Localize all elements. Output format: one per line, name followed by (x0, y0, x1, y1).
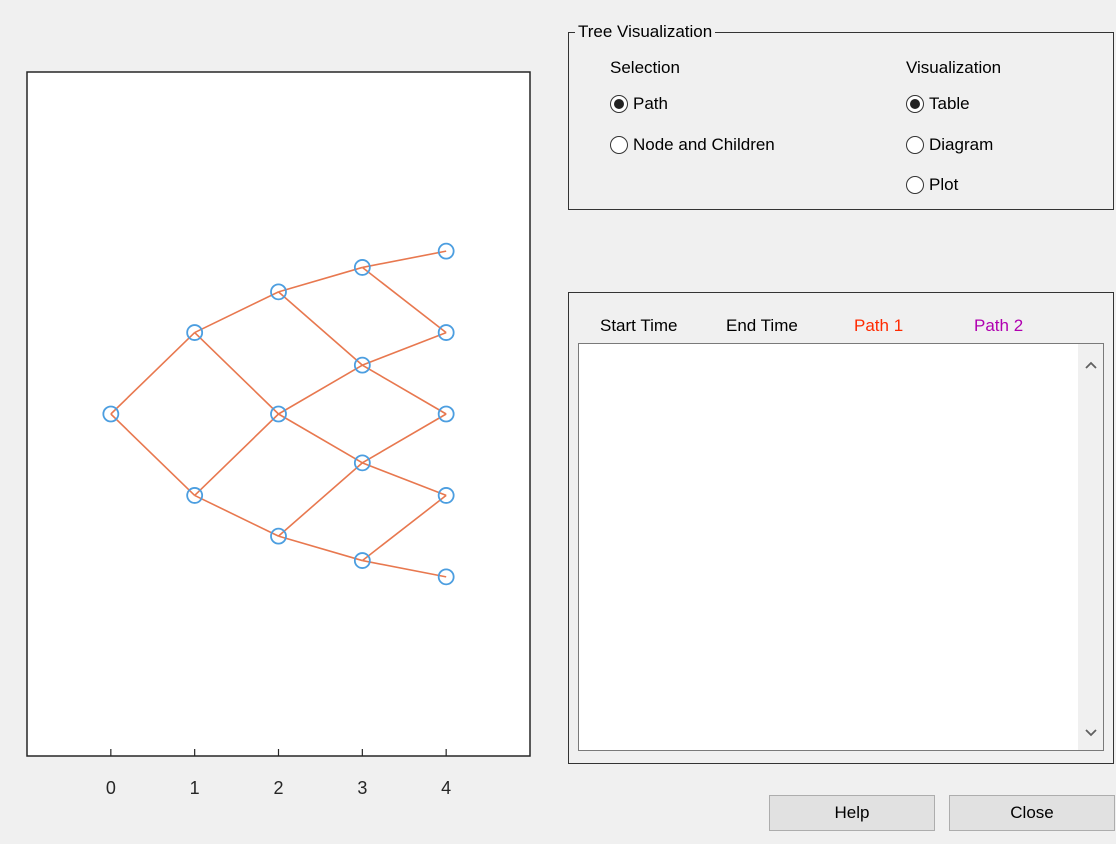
tree-visualization-panel: Tree Visualization Selection Path Node a… (568, 21, 1114, 210)
selection-label: Selection (610, 58, 680, 77)
radio-unselected-icon (610, 136, 628, 154)
tree-node[interactable] (353, 552, 371, 569)
tree-node[interactable] (270, 527, 287, 545)
tree-edge (194, 494, 279, 537)
x-tick-label: 1 (190, 778, 200, 798)
x-tick-label: 0 (106, 778, 116, 798)
scroll-down-icon[interactable] (1078, 722, 1103, 744)
tree-edge (277, 462, 363, 537)
tree-edge (278, 413, 363, 464)
tree-edges (110, 250, 447, 578)
x-tick-label: 2 (273, 778, 283, 798)
x-tick-label: 4 (441, 778, 451, 798)
tree-edge (278, 535, 363, 562)
help-button[interactable]: Help (769, 795, 935, 831)
tree-node[interactable] (186, 324, 204, 341)
radio-visualization-table[interactable]: Table (906, 93, 970, 115)
radio-label: Plot (929, 175, 959, 194)
panel-title: Tree Visualization (575, 21, 716, 43)
radio-unselected-icon (906, 176, 924, 194)
radio-selection-path[interactable]: Path (610, 93, 668, 115)
tree-node[interactable] (437, 405, 455, 423)
radio-unselected-icon (906, 136, 924, 154)
column-header-start-time: Start Time (600, 316, 678, 335)
radio-selected-icon (906, 95, 924, 113)
x-axis: 0 1 2 3 4 (106, 749, 451, 798)
tree-edge (194, 413, 280, 497)
radio-label: Diagram (929, 135, 994, 154)
tree-edge (362, 462, 447, 497)
visualization-label: Visualization (906, 58, 1002, 77)
radio-label: Table (929, 94, 970, 113)
column-header-end-time: End Time (726, 316, 798, 335)
tree-node[interactable] (270, 283, 287, 301)
tree-edge (194, 291, 279, 334)
tree-edge (110, 413, 196, 497)
tree-edge (362, 250, 447, 269)
tree-node[interactable] (353, 259, 371, 276)
column-header-path-2: Path 2 (974, 316, 1024, 335)
close-button[interactable]: Close (949, 795, 1115, 831)
path-table-panel: Start Time End Time Path 1 Path 2 (568, 292, 1114, 764)
tree-edge (278, 266, 363, 293)
tree-edge (110, 331, 196, 415)
tree-node[interactable] (102, 405, 120, 423)
tree-edge (277, 291, 363, 366)
tree-edge (361, 364, 447, 415)
scroll-up-icon[interactable] (1078, 354, 1103, 376)
path-table-listbox[interactable] (578, 343, 1104, 751)
radio-visualization-diagram[interactable]: Diagram (906, 134, 993, 156)
radio-selection-node-and-children[interactable]: Node and Children (610, 134, 775, 156)
tree-node[interactable] (437, 487, 455, 504)
tree-node[interactable] (353, 454, 371, 472)
tree-node[interactable] (186, 487, 204, 504)
radio-label: Node and Children (633, 135, 775, 154)
radio-label: Path (633, 94, 668, 113)
tree-edge (362, 559, 447, 578)
tree-node[interactable] (353, 356, 371, 374)
column-header-path-1: Path 1 (854, 316, 904, 335)
tree-node[interactable] (270, 405, 287, 423)
radio-visualization-plot[interactable]: Plot (906, 174, 958, 196)
tree-edge (194, 331, 280, 415)
vertical-scrollbar[interactable] (1078, 344, 1103, 750)
tree-nodes (102, 242, 455, 586)
tree-node[interactable] (437, 242, 455, 260)
tree-edge (278, 364, 363, 415)
tree-edge (361, 494, 447, 562)
x-tick-label: 3 (357, 778, 367, 798)
tree-edge (361, 413, 447, 464)
tree-node[interactable] (437, 568, 455, 586)
tree-edge (362, 331, 447, 366)
tree-node[interactable] (437, 324, 455, 341)
tree-axes[interactable]: 0 1 2 3 4 (0, 0, 545, 844)
tree-edge (361, 266, 447, 334)
radio-selected-icon (610, 95, 628, 113)
